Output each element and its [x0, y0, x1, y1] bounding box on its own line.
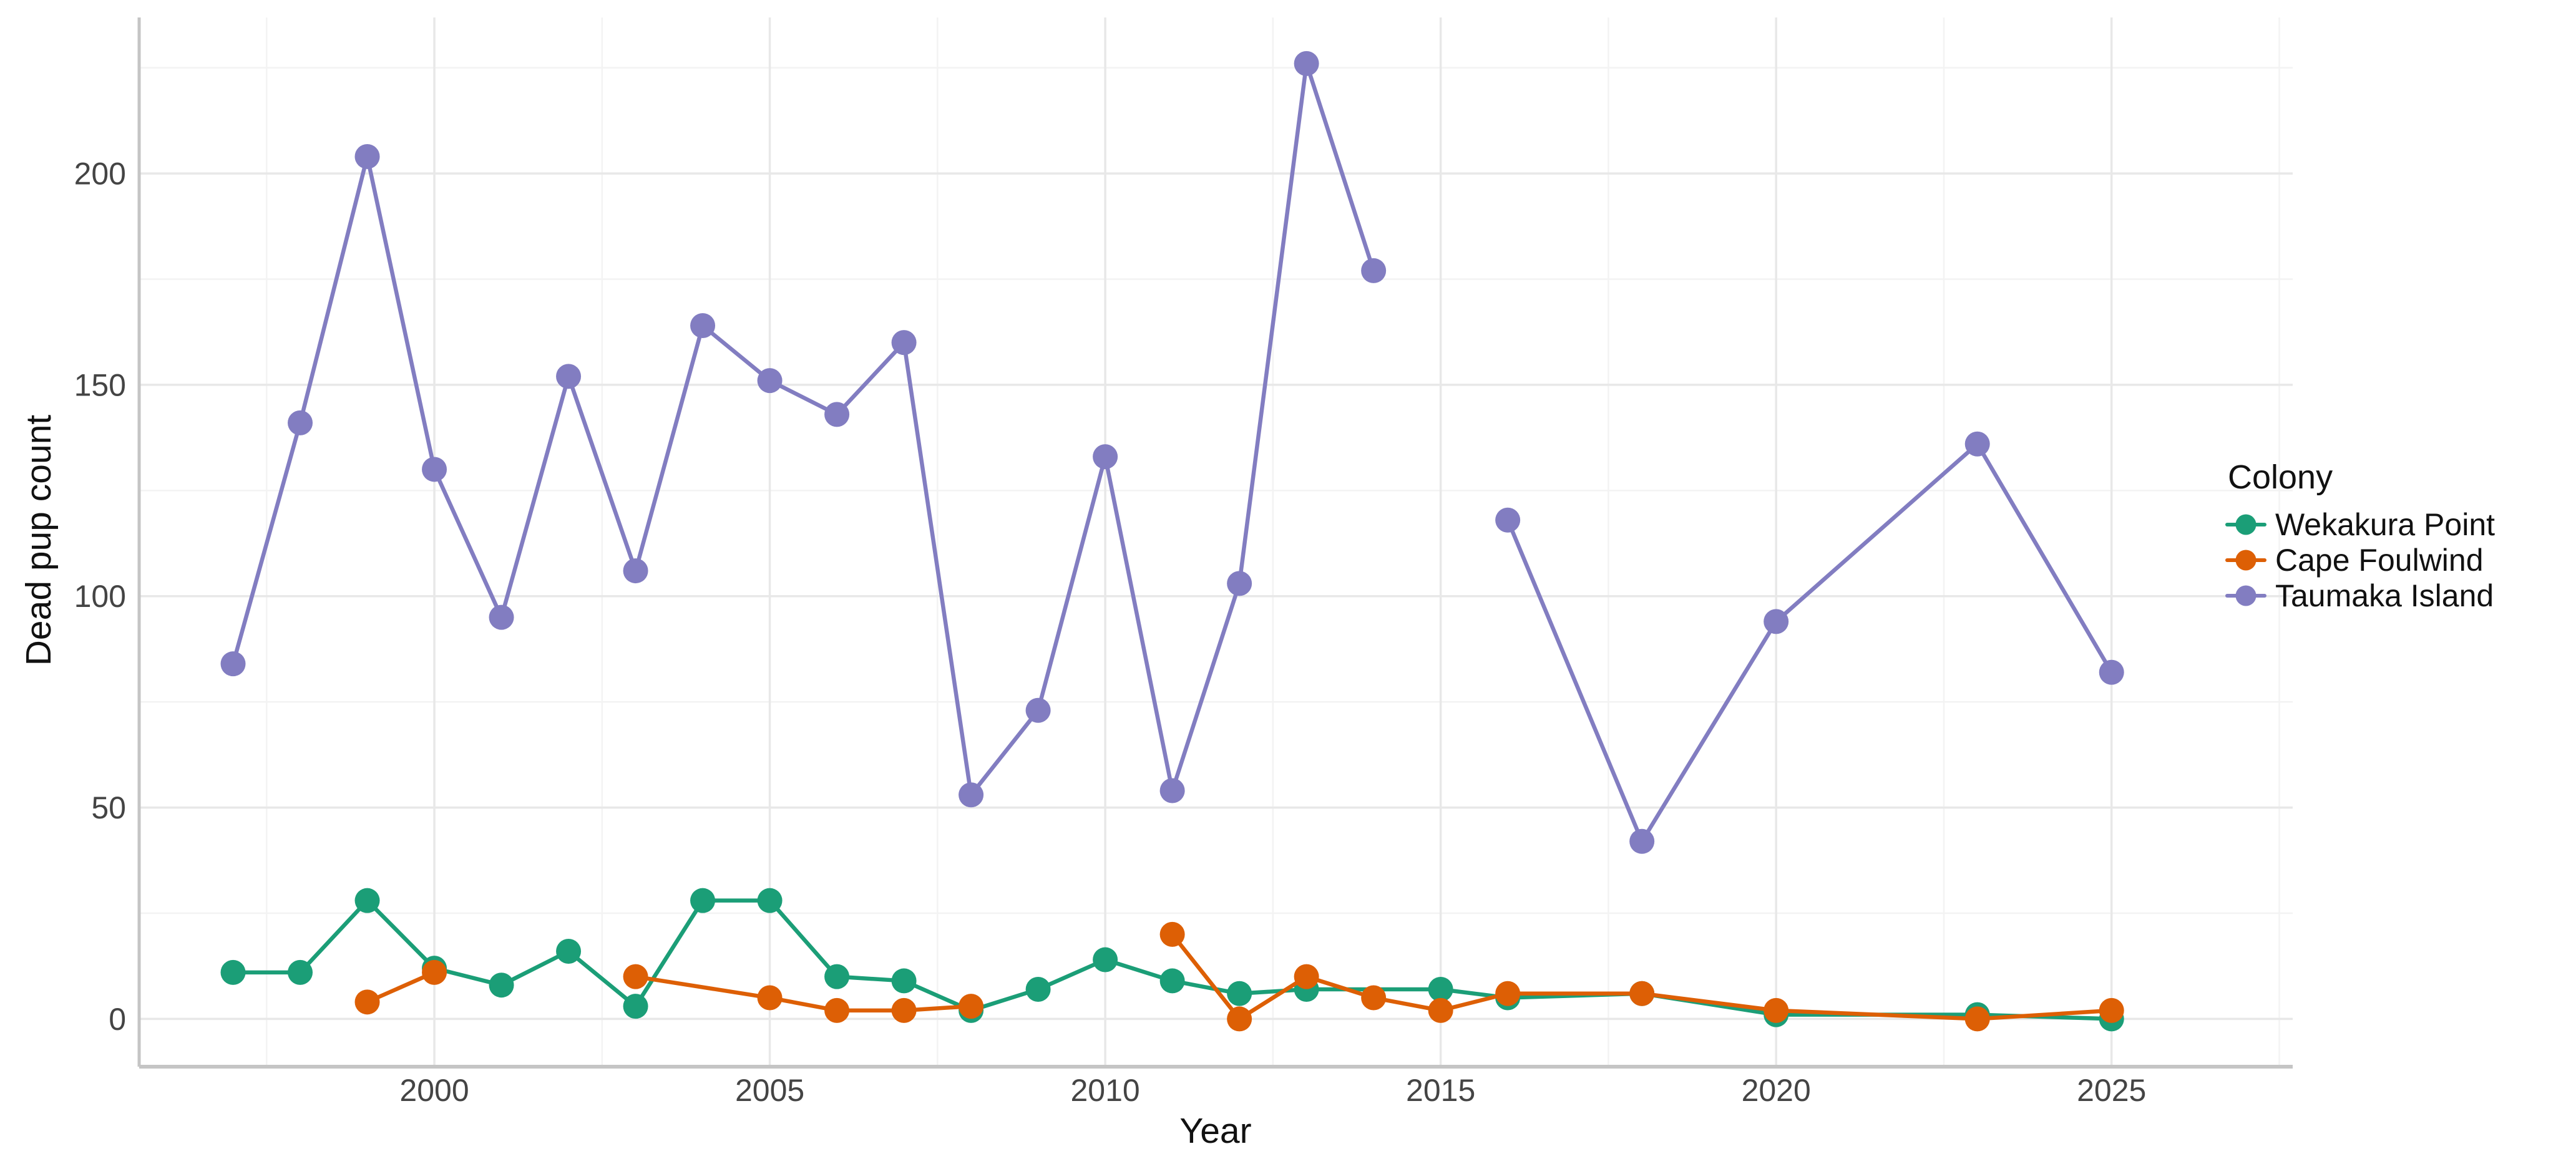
legend-entry-wekakura-point: Wekakura Point — [2225, 507, 2495, 542]
legend-key-icon — [2225, 583, 2266, 609]
data-point-taumaka-island — [757, 368, 783, 394]
legend-key-icon — [2225, 547, 2266, 573]
y-tick-label: 50 — [91, 790, 126, 825]
data-point-wekakura-point — [288, 959, 313, 985]
data-point-cape-foulwind — [959, 994, 984, 1019]
data-point-cape-foulwind — [824, 997, 850, 1023]
data-point-wekakura-point — [1093, 947, 1118, 972]
series-line-taumaka-island — [231, 61, 1376, 797]
data-point-taumaka-island — [1025, 697, 1051, 723]
data-point-taumaka-island — [1764, 609, 1789, 634]
data-point-cape-foulwind — [1495, 981, 1521, 1006]
data-point-cape-foulwind — [1227, 1006, 1252, 1032]
data-point-taumaka-island — [1093, 444, 1118, 470]
data-point-cape-foulwind — [2099, 997, 2124, 1023]
y-tick-label: 100 — [74, 579, 126, 614]
data-point-cape-foulwind — [1629, 981, 1655, 1006]
legend-entry-cape-foulwind: Cape Foulwind — [2225, 542, 2495, 578]
data-point-taumaka-island — [1361, 258, 1387, 283]
data-point-taumaka-island — [1227, 571, 1252, 596]
series-line-wekakura-point — [231, 898, 2114, 1021]
data-point-wekakura-point — [556, 938, 582, 964]
data-point-taumaka-island — [623, 558, 648, 584]
data-point-wekakura-point — [1227, 981, 1252, 1006]
y-tick-label: 200 — [74, 157, 126, 192]
data-point-wekakura-point — [220, 959, 246, 985]
data-point-wekakura-point — [1025, 976, 1051, 1002]
x-tick-label: 2005 — [735, 1073, 804, 1108]
data-point-taumaka-island — [1495, 507, 1521, 533]
data-point-taumaka-island — [1964, 431, 1990, 457]
data-point-taumaka-island — [690, 313, 716, 339]
data-point-wekakura-point — [824, 964, 850, 989]
legend-label: Wekakura Point — [2275, 507, 2496, 542]
data-point-cape-foulwind — [757, 985, 783, 1011]
data-point-cape-foulwind — [1964, 1006, 1990, 1032]
data-point-cape-foulwind — [1428, 997, 1453, 1023]
y-axis-title: Dead pup count — [19, 414, 59, 666]
series-line-taumaka-island — [1505, 442, 2114, 844]
legend-entry-taumaka-island: Taumaka Island — [2225, 578, 2495, 613]
data-point-cape-foulwind — [1361, 985, 1387, 1011]
data-point-taumaka-island — [556, 364, 582, 389]
legend-label: Taumaka Island — [2275, 578, 2494, 613]
data-point-taumaka-island — [422, 457, 447, 482]
legend-title: Colony — [2228, 458, 2333, 496]
data-point-wekakura-point — [1428, 976, 1453, 1002]
legend-point-icon — [2235, 585, 2256, 606]
data-point-wekakura-point — [690, 888, 716, 913]
data-point-taumaka-island — [489, 604, 514, 630]
legend-key-icon — [2225, 512, 2266, 538]
data-point-taumaka-island — [1294, 51, 1319, 76]
data-point-wekakura-point — [354, 888, 380, 913]
legend-label: Cape Foulwind — [2275, 542, 2484, 578]
data-point-wekakura-point — [891, 968, 917, 994]
data-point-cape-foulwind — [1764, 997, 1789, 1023]
data-point-taumaka-island — [1629, 828, 1655, 854]
x-tick-label: 2000 — [399, 1073, 469, 1108]
data-point-wekakura-point — [489, 972, 514, 998]
data-point-taumaka-island — [2099, 659, 2124, 685]
series-line-cape-foulwind — [1170, 932, 2114, 1021]
data-point-wekakura-point — [1159, 968, 1185, 994]
data-point-taumaka-island — [1159, 778, 1185, 803]
data-point-cape-foulwind — [354, 989, 380, 1015]
data-point-cape-foulwind — [891, 997, 917, 1023]
series-line-cape-foulwind — [633, 974, 973, 1013]
x-tick-label: 2020 — [1742, 1073, 1811, 1108]
data-point-taumaka-island — [220, 651, 246, 677]
data-point-cape-foulwind — [623, 964, 648, 989]
legend: Colony Wekakura Point Cape Foulwind Taum… — [2225, 458, 2495, 613]
y-tick-label: 0 — [109, 1002, 126, 1037]
data-point-cape-foulwind — [1159, 921, 1185, 947]
data-point-taumaka-island — [891, 330, 917, 356]
x-tick-label: 2010 — [1070, 1073, 1139, 1108]
x-tick-label: 2025 — [2077, 1073, 2146, 1108]
data-point-cape-foulwind — [422, 959, 447, 985]
x-axis-title: Year — [1179, 1111, 1252, 1151]
data-point-taumaka-island — [288, 410, 313, 435]
x-tick-label: 2015 — [1406, 1073, 1475, 1108]
y-tick-label: 150 — [74, 367, 126, 402]
data-point-taumaka-island — [824, 402, 850, 427]
data-point-wekakura-point — [757, 888, 783, 913]
data-point-cape-foulwind — [1294, 964, 1319, 989]
data-point-taumaka-island — [354, 143, 380, 169]
legend-point-icon — [2235, 514, 2256, 535]
data-point-wekakura-point — [623, 994, 648, 1019]
data-point-taumaka-island — [959, 782, 984, 808]
legend-point-icon — [2235, 550, 2256, 570]
